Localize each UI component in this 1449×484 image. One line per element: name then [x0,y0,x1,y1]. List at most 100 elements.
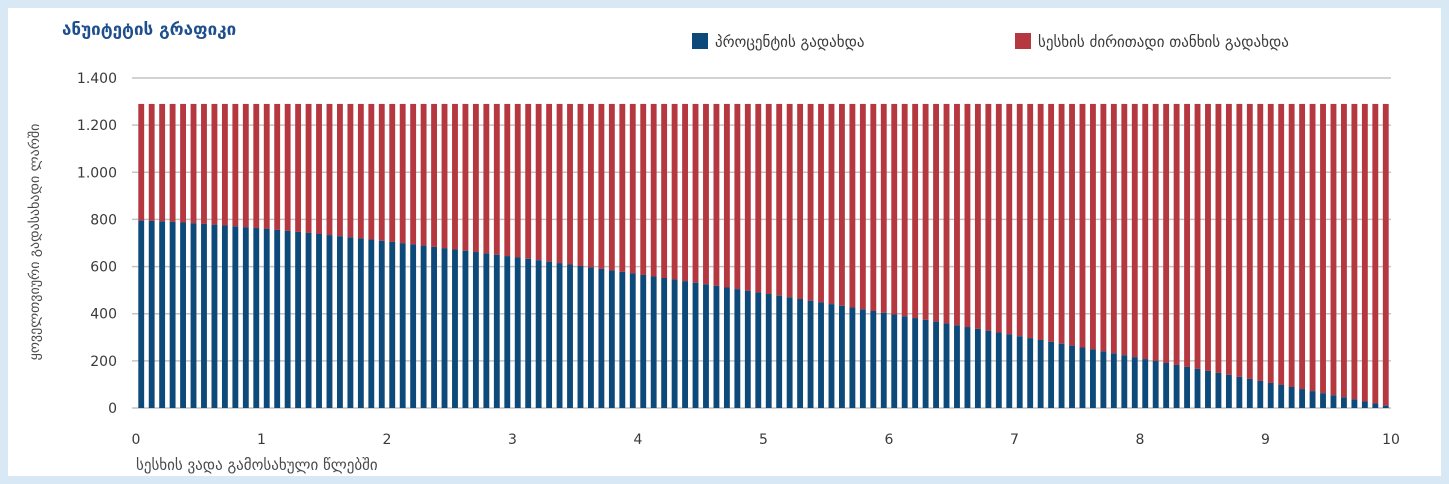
y-tick-label: 400 [90,307,117,323]
bar-interest [608,270,615,408]
bar-principal [472,103,479,253]
bar-interest [1163,362,1170,408]
bar-principal [399,103,406,244]
bar-interest [284,230,291,408]
bar-interest [263,228,270,408]
bar-principal [347,103,354,238]
bar-interest [1215,372,1222,408]
bar-principal [368,103,375,240]
bar-interest [1246,378,1253,408]
bar-interest [755,292,762,408]
bar-interest [1267,382,1274,408]
bar-principal [744,103,751,291]
bar-principal [535,103,542,261]
bar-interest [305,232,312,408]
bar-interest [326,235,333,408]
bar-principal [880,103,887,313]
bar-principal [807,103,814,301]
bar-principal [1069,103,1075,346]
bar-principal [326,103,333,236]
bar-principal [567,103,573,265]
bar-principal [1236,103,1243,377]
bar-interest [870,311,877,408]
bar-principal [263,103,270,229]
bar-interest [1372,403,1379,408]
bar-interest [943,323,950,408]
bar-principal [1079,103,1086,348]
bar-principal [1246,103,1253,379]
bar-principal [839,103,845,306]
bar-principal [221,103,228,226]
bar-principal [138,103,145,221]
bar-interest [1278,384,1285,408]
bar-interest [462,250,469,408]
bar-principal [441,103,448,249]
bar-principal [211,103,218,225]
bar-principal [640,103,647,275]
bar-principal [1351,103,1358,400]
bar-interest [180,222,186,408]
bar-interest [1079,347,1086,408]
bar-principal [1163,103,1170,363]
x-tick-label: 8 [1136,432,1145,448]
bar-principal [389,103,396,242]
bar-principal [337,103,343,237]
bar-principal [159,103,166,222]
bar-principal [274,103,281,230]
bar-principal [1037,103,1044,340]
bar-interest [410,244,417,408]
x-tick-label: 10 [1382,432,1400,448]
bar-interest [776,295,783,408]
bar-interest [1236,376,1243,408]
bar-principal [713,103,720,286]
bar-interest [723,287,730,408]
bar-interest [316,233,322,408]
bar-principal [577,103,584,266]
x-tick-label: 9 [1261,432,1270,448]
bar-interest [514,257,521,408]
bar-interest [1142,359,1149,408]
bar-principal [891,103,898,315]
bar-principal [483,103,490,254]
bar-principal [201,103,207,224]
y-tick-label: 600 [90,260,117,276]
bar-interest [1152,361,1159,408]
chart-title: ანუიტეტის გრაფიკი [62,20,237,40]
y-tick-label: 1.400 [77,71,117,87]
bar-principal [1257,103,1264,381]
bar-interest [169,221,176,408]
bar-principal [661,103,668,279]
bar-principal [316,103,322,234]
bar-interest [389,241,396,408]
bar-principal [974,103,981,329]
bar-principal [964,103,971,328]
bar-interest [232,226,239,408]
bar-interest [912,318,919,408]
bar-interest [221,225,228,408]
bar-interest [1288,387,1295,408]
bar-principal [818,103,824,303]
y-tick-label: 1.000 [77,165,117,181]
bar-interest [964,327,971,408]
bar-principal [242,103,249,228]
bar-interest [472,252,479,408]
bar-interest [692,282,699,408]
bar-interest [1225,374,1232,408]
bar-principal [1205,103,1211,371]
bar-principal [1048,103,1055,342]
bar-interest [598,268,605,408]
bar-interest [849,307,856,408]
bar-principal [933,103,939,322]
bar-principal [232,103,239,227]
bar-principal [1299,103,1306,390]
bar-interest [546,261,553,408]
bar-principal [797,103,804,300]
bar-principal [619,103,626,272]
bar-interest [859,309,866,408]
bar-principal [1142,103,1149,360]
legend-label-interest: პროცენტის გადახდა [715,33,865,51]
bar-interest [661,278,668,408]
bar-principal [305,103,312,233]
bar-interest [347,237,354,408]
